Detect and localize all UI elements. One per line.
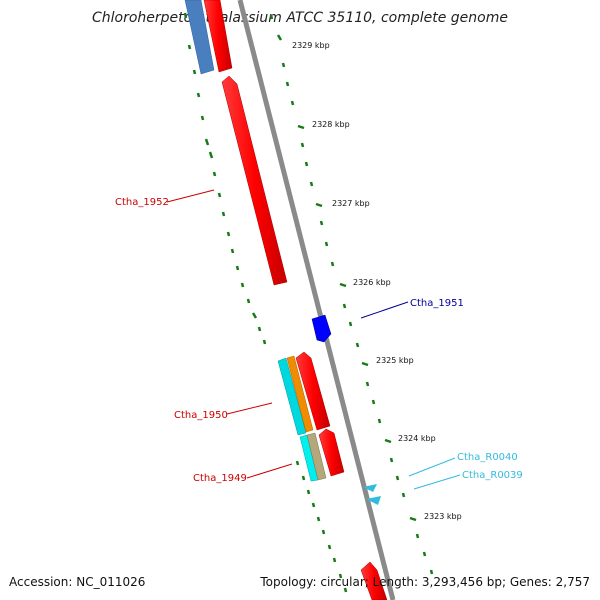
tick-label: 2328 kbp [312,120,350,129]
cds-ctha-1949[interactable] [318,428,345,477]
scale-ticks: 2329 kbp 2328 kbp 2327 kbp 2326 kbp 2325… [292,41,462,521]
gene-label-ctha-1949[interactable]: Ctha_1949 [193,473,247,484]
gene-label-ctha-1951[interactable]: Ctha_1951 [410,298,464,309]
tick-label: 2329 kbp [292,41,330,50]
cds-ctha-1949-tan[interactable] [306,432,327,481]
cds-orange-1950[interactable] [286,355,314,433]
rna-ctha-r0039[interactable] [366,496,381,505]
tick-label: 2324 kbp [398,434,436,443]
gene-label-ctha-r0040[interactable]: Ctha_R0040 [457,452,518,463]
genome-summary-text: Topology: circular; Length: 3,293,456 bp… [260,575,590,589]
label-leaders [166,189,461,490]
genome-backbone [237,0,396,600]
tick-label: 2326 kbp [353,278,391,287]
accession-text: Accession: NC_011026 [9,575,146,589]
cds-ctha-1951[interactable] [311,314,332,343]
cds-top-blue[interactable] [184,0,215,75]
rna-ctha-r0040[interactable] [363,484,377,492]
tick-label: 2325 kbp [376,356,414,365]
tick-label: 2323 kbp [424,512,462,521]
tick-label: 2327 kbp [332,199,370,208]
cds-ctha-1952[interactable] [221,75,288,286]
gene-label-ctha-1952[interactable]: Ctha_1952 [115,197,169,208]
cds-bottom-red[interactable] [360,561,388,600]
feature-track [184,0,388,600]
cds-top-red[interactable] [203,0,233,73]
gene-labels: Ctha_1952 Ctha_1951 Ctha_1950 Ctha_1949 … [115,197,523,484]
gene-label-ctha-1950[interactable]: Ctha_1950 [174,410,228,421]
cds-cyan-1950[interactable] [277,357,307,436]
cds-ctha-1950[interactable] [295,351,331,431]
gc-content-track-right [269,14,434,575]
gene-label-ctha-r0039[interactable]: Ctha_R0039 [462,470,523,481]
gc-content-track-left [183,12,348,593]
